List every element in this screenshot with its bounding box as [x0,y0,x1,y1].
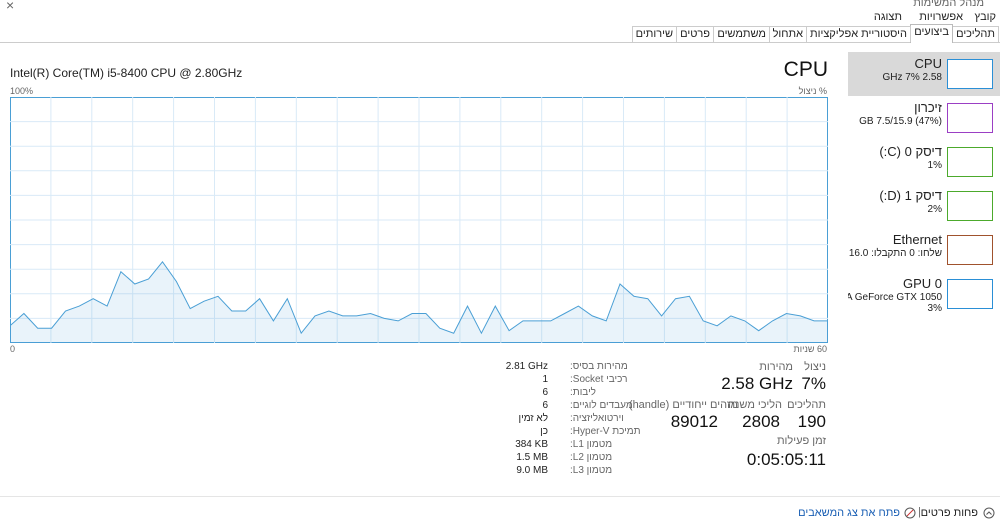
sidebar-item[interactable]: דיסק 0 (C:) 1% [848,140,1000,184]
detail-label: ליבות: [570,387,596,398]
graph-line [10,260,828,335]
menu-item[interactable]: אפשרויות [919,11,963,23]
detail-label: וירטואליזציה: [570,413,624,424]
stat-value: 7% [801,374,826,393]
detail-label: תמיכת Hyper-V: [570,426,641,437]
window-title: מנהל המשימות [913,0,984,9]
cpu-graph [10,97,828,343]
collapse-icon[interactable] [983,507,995,519]
sidebar-name: דיסק 1 (D:) [879,188,942,203]
detail-label: מטמון L2: [570,452,613,463]
tab[interactable]: תהליכים [952,26,999,42]
detail-value: 1.5 MB [516,452,548,463]
detail-value: לא זמין [518,413,548,424]
detail-value: 1 [542,374,548,385]
tab[interactable]: פרטים [676,26,714,42]
detail-value: 6 [542,400,548,411]
sidebar-name: GPU 0 [902,276,942,291]
detail-value: 384 KB [515,439,548,450]
stat-label: מזהים ייחודיים (handle) [628,399,738,411]
sidebar-detail: 1% [927,160,942,171]
cpu-model: Intel(R) Core(TM) i5-8400 CPU @ 2.80GHz [10,66,243,80]
sidebar-thumbnail [947,279,993,309]
sidebar-item[interactable]: זיכרון (47%) 7.5/15.9 GB [848,96,1000,140]
stat-label: מהירות [759,361,793,373]
stat-value: 2808 [742,412,780,431]
tab[interactable]: היסטוריית אפליקציות [806,26,911,42]
tab[interactable]: משתמשים [713,26,770,42]
detail-value: 9.0 MB [516,465,548,476]
stat-label: הליכי משנה [728,399,782,411]
sidebar-thumbnail [947,59,993,89]
detail-label: מעבדים לוגיים: [570,400,633,411]
sidebar-name: זיכרון [914,100,942,115]
tab-border [0,42,1000,43]
detail-value: כן [540,426,548,437]
stat-value: 89012 [670,412,718,431]
fewer-details[interactable]: פחות פרטים [920,507,978,519]
main-title: CPU [783,58,828,81]
menu-item[interactable]: תצוגה [873,11,902,23]
sidebar-name: CPU [914,56,942,71]
sidebar-item[interactable]: CPU 2.58 GHz 7% [848,52,1000,96]
sidebar-detail: 3% [927,303,942,314]
sidebar-thumbnail [947,147,993,177]
sidebar-thumbnail [947,235,993,265]
tab[interactable]: ביצועים [910,24,953,43]
stat-label: תהליכים [787,399,826,411]
sidebar-detail: (47%) 7.5/15.9 GB [859,116,942,127]
detail-label: מהירות בסיס: [570,361,628,372]
sidebar-thumbnail [947,103,993,133]
sidebar-name: Ethernet [892,232,942,247]
graph-top-left: 100% [10,86,34,96]
separator: | [918,506,921,518]
footer-border [0,496,1000,497]
sidebar-detail: שלחו: 0 התקבלו: 16.0 s [848,248,942,259]
sidebar-detail: 2.58 GHz 7% [882,72,942,83]
sidebar-name: דיסק 0 (C:) [879,144,942,159]
detail-label: רכיבי Socket: [570,374,628,385]
stat-value: 190 [797,412,826,431]
stat-value: 2.58 GHz [721,374,793,393]
open-resource-monitor[interactable]: פתח את צג המשאבים [798,507,900,519]
sidebar-thumbnail [947,191,993,221]
tab[interactable]: אתחול [768,26,807,42]
detail-label: מטמון L1: [570,439,613,450]
detail-value: 2.81 GHz [505,361,548,372]
menu-item[interactable]: קובץ [974,11,996,23]
monitor-icon[interactable] [904,507,916,519]
sidebar-item[interactable]: דיסק 1 (D:) 2% [848,184,1000,228]
graph-bottom-right: 60 שניות [793,344,827,354]
detail-label: מטמון L3: [570,465,613,476]
tab[interactable]: שירותים [631,26,677,42]
graph-area [10,261,828,343]
stat-value: 0:05:05:11 [746,450,826,469]
sidebar-detail: 2% [927,204,942,215]
close-icon[interactable]: × [6,0,15,13]
graph-bottom-left: 0 [10,344,16,354]
stat-label: זמן פעילות [776,435,826,447]
stat-label: ניצול [804,361,826,373]
detail-value: 6 [542,387,548,398]
graph-top-right: % ניצול [798,86,827,96]
sidebar-detail: NVIDIA GeForce GTX 1050 [848,292,942,303]
